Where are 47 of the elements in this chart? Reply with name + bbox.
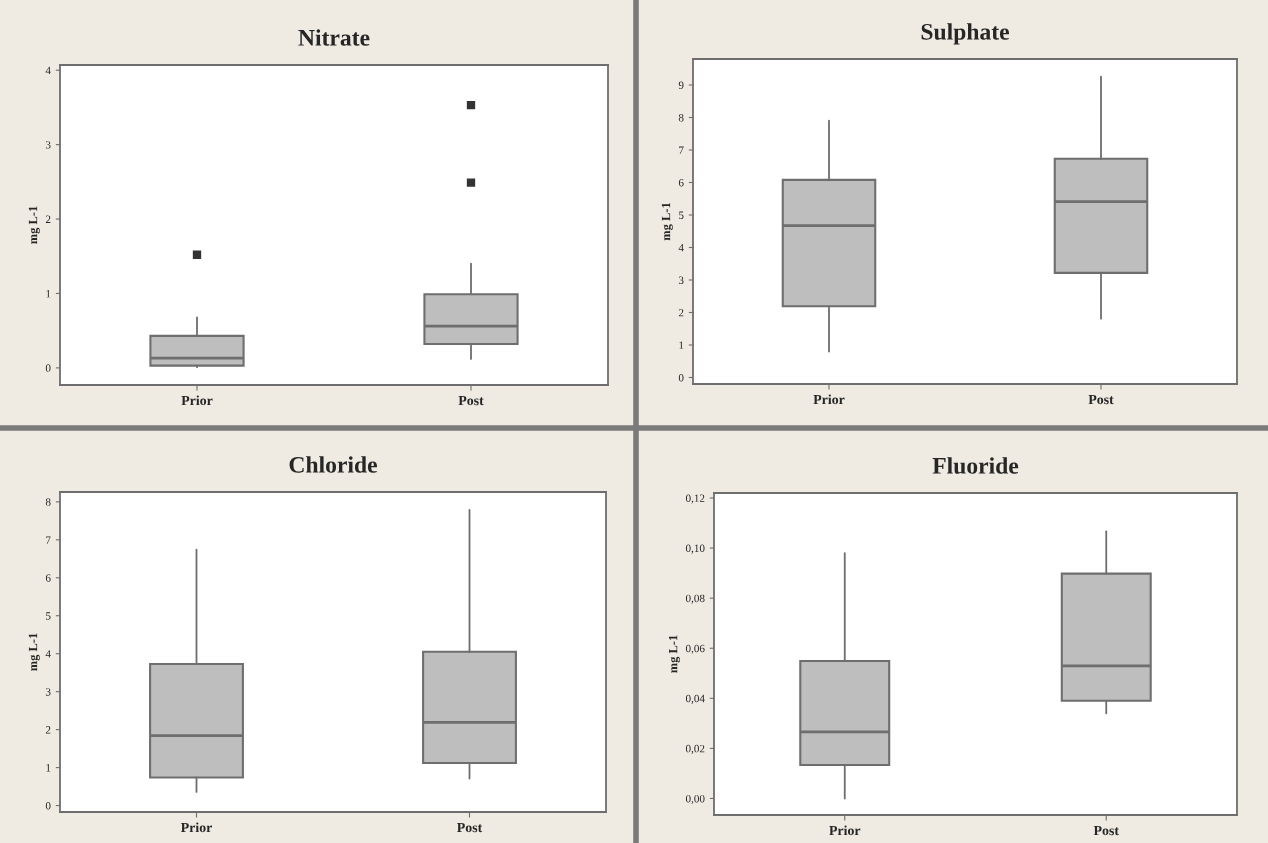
y-tick-label: 2	[678, 309, 684, 317]
y-tick-label: 0	[678, 373, 684, 382]
y-tick-label: 4	[45, 650, 51, 658]
y-tick-label: 9	[678, 81, 684, 89]
y-tick-label: 0,04	[685, 694, 705, 704]
y-axis-title: mg L-1	[28, 633, 40, 671]
y-tick-label: 4	[45, 66, 51, 75]
y-tick-label: 7	[46, 536, 51, 544]
x-tick-label: Post	[457, 822, 483, 833]
y-tick-label: 0	[45, 364, 51, 372]
y-tick-label: 5	[679, 211, 684, 219]
y-axis-title: mg L-1	[661, 202, 673, 241]
y-tick-label: 0,06	[685, 644, 705, 654]
y-tick-label: 0,08	[685, 594, 705, 604]
y-tick-label: 3	[678, 276, 684, 284]
y-tick-label: 1	[46, 764, 51, 772]
y-tick-label: 7	[679, 146, 684, 154]
x-tick-label: Post	[1088, 394, 1114, 405]
y-tick-label: 4	[678, 244, 684, 252]
y-tick-label: 2	[45, 726, 51, 734]
y-tick-label: 1	[46, 289, 51, 298]
chart-title: Sulphate	[921, 23, 1010, 45]
y-tick-label: 3	[45, 688, 51, 696]
chart-title: Chloride	[289, 456, 377, 473]
x-tick-label: Prior	[181, 395, 213, 406]
y-tick-label: 0,00	[685, 794, 705, 805]
chart-title: Nitrate	[298, 29, 370, 46]
y-tick-label: 6	[45, 574, 51, 582]
y-tick-label: 0,12	[685, 494, 705, 504]
y-tick-label: 1	[679, 341, 684, 349]
y-tick-label: 0,02	[685, 744, 705, 754]
y-tick-label: 8	[45, 498, 51, 506]
x-tick-label: Prior	[180, 822, 213, 833]
y-axis-title: mg L-1	[28, 206, 40, 244]
y-tick-label: 0,10	[685, 544, 705, 554]
x-tick-label: Post	[458, 395, 484, 406]
chart-title: Fluoride	[932, 457, 1019, 474]
y-tick-label: 8	[678, 113, 684, 122]
y-tick-label: 2	[45, 215, 51, 223]
x-tick-label: Post	[1093, 825, 1119, 836]
y-tick-label: 0	[45, 802, 51, 810]
y-tick-label: 3	[45, 141, 51, 149]
y-tick-label: 5	[46, 612, 51, 620]
y-axis-title: mg L-1	[668, 635, 680, 673]
x-tick-label: Prior	[829, 825, 861, 836]
y-tick-label: 6	[678, 179, 684, 187]
x-tick-label: Prior	[813, 394, 845, 405]
